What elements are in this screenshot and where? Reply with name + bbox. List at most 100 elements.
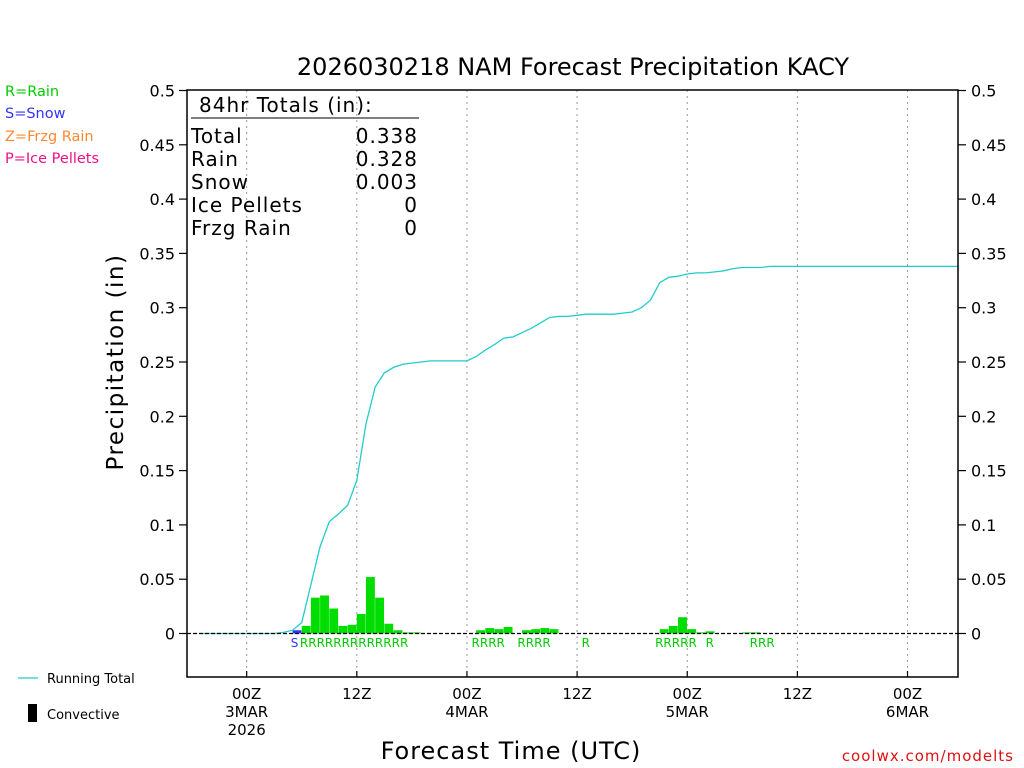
x-tick-label-6-0: 00Z: [893, 685, 922, 703]
precip-bar-3: [320, 595, 329, 634]
type-marker-5: RRRRR: [655, 636, 697, 650]
precip-bar-2: [310, 597, 320, 634]
precip-bar-25: [687, 629, 697, 634]
precip-bar-24: [678, 617, 687, 634]
type-marker-2: RRRR: [472, 636, 505, 650]
y-tick-label-left-7: 0.35: [139, 244, 175, 263]
precip-bar-15: [485, 628, 495, 634]
precip-bar-22: [659, 629, 669, 634]
totals-rows: Total 0.338 Rain 0.328 Snow 0.003 Ice Pellets 0…: [190, 124, 418, 240]
x-tick-label-4-1: 5MAR: [666, 703, 709, 721]
grid-lines: [246, 90, 909, 677]
type-marker-4: R: [582, 636, 590, 650]
y-tick-label-left-6: 0.3: [150, 299, 175, 318]
type-marker-1: RRRRRRRRRRRRR: [300, 636, 408, 650]
legend-frzg-rain: Z=Frzg Rain: [5, 129, 94, 145]
precip-bar-1: [301, 625, 311, 634]
precip-bar-9: [375, 597, 385, 634]
y-tick-label-left-9: 0.45: [139, 136, 175, 155]
y-tick-label-right-10: 0.5: [971, 82, 996, 101]
totals-label-4: Frzg Rain: [191, 216, 292, 240]
x-tick-label-0-2: 2026: [228, 721, 266, 739]
y-tick-label-right-0: 0: [971, 625, 981, 644]
y-tick-label-right-3: 0.15: [971, 462, 1007, 481]
precip-bar-10: [384, 623, 394, 634]
precip-bar-21: [549, 629, 559, 634]
totals-label-2: Snow: [191, 170, 249, 194]
plot-border: [186, 89, 959, 678]
y-tick-label-right-2: 0.1: [971, 516, 996, 535]
totals-value-4: 0: [404, 216, 418, 240]
precip-bar-0: [292, 630, 302, 634]
x-tick-label-6-1: 6MAR: [886, 703, 929, 721]
y-tick-label-left-1: 0.05: [139, 570, 175, 589]
precip-bar-27: [705, 631, 715, 634]
precip-bar-17: [503, 626, 513, 634]
x-tick-label-1-0: 12Z: [342, 685, 371, 703]
totals-value-0: 0.338: [356, 124, 418, 148]
y-axis-ticks: 0 00.05 0.050.1 0.10.15 0.150.2 0.20.25 0.250.…: [139, 82, 1006, 644]
legend-ice-pellets: P=Ice Pellets: [5, 151, 99, 167]
y-tick-label-left-5: 0.25: [139, 353, 175, 372]
y-tick-label-right-1: 0.05: [971, 570, 1007, 589]
precip-bar-14: [476, 630, 486, 634]
precip-bar-4: [329, 608, 339, 634]
precip-bar-11: [393, 630, 403, 634]
convective-legend-swatch: [28, 704, 37, 722]
precip-bar-7: [356, 613, 366, 634]
running-total-series: [200, 265, 958, 635]
x-tick-label-5-0: 12Z: [783, 685, 812, 703]
y-tick-label-right-9: 0.45: [971, 136, 1007, 155]
chart-title: 2026030218 NAM Forecast Precipitation KA…: [297, 53, 850, 81]
y-tick-label-right-4: 0.2: [971, 407, 996, 426]
precip-bar-16: [494, 629, 504, 634]
type-marker-6: R: [706, 636, 714, 650]
x-tick-label-2-1: 4MAR: [445, 703, 488, 721]
running-total-legend-label: Running Total: [47, 672, 135, 687]
y-tick-label-left-10: 0.5: [150, 82, 175, 101]
y-tick-label-right-6: 0.3: [971, 299, 996, 318]
x-tick-label-3-0: 12Z: [562, 685, 591, 703]
convective-legend-label: Convective: [47, 708, 120, 723]
plot-frame: [186, 89, 959, 678]
running-total-line: [200, 265, 958, 635]
legend-snow: S=Snow: [5, 106, 66, 122]
totals-label-3: Ice Pellets: [191, 193, 303, 217]
precip-bar-18: [522, 630, 531, 634]
legend-rain: R=Rain: [5, 84, 59, 100]
x-tick-label-0-0: 00Z: [232, 685, 261, 703]
y-tick-label-left-3: 0.15: [139, 462, 175, 481]
y-tick-label-right-5: 0.25: [971, 353, 1007, 372]
totals-heading: 84hr Totals (in):: [199, 93, 373, 117]
y-tick-label-right-7: 0.35: [971, 244, 1007, 263]
precip-bar-12: [402, 632, 412, 634]
precip-bar-23: [668, 625, 678, 634]
precip-bar-19: [531, 629, 541, 634]
precip-bar-6: [347, 624, 357, 634]
precip-bar-5: [338, 625, 348, 634]
precip-bars: [292, 577, 761, 634]
totals-value-3: 0: [404, 193, 418, 217]
type-marker-3: RRRR: [517, 636, 550, 650]
totals-value-1: 0.328: [356, 147, 418, 171]
y-tick-label-right-8: 0.4: [971, 190, 996, 209]
totals-label-1: Rain: [191, 147, 239, 171]
precip-type-markers: S RRRRRRRRRRRRR RRRR RRRR R RRRRR R RRR: [291, 636, 775, 650]
precip-bar-29: [751, 632, 761, 634]
x-tick-label-4-0: 00Z: [673, 685, 702, 703]
credit-text: coolwx.com/modelts: [842, 747, 1014, 765]
precip-bar-8: [365, 577, 375, 634]
type-marker-0: S: [291, 636, 299, 650]
totals-box: 84hr Totals (in): Total 0.338 Rain 0.328 Sno…: [190, 93, 419, 240]
totals-label-0: Total: [190, 124, 243, 148]
y-axis-label: Precipitation (in): [103, 254, 129, 471]
x-axis-label: Forecast Time (UTC): [381, 737, 642, 765]
totals-value-2: 0.003: [356, 170, 418, 194]
y-tick-label-left-0: 0: [165, 625, 175, 644]
x-tick-label-2-0: 00Z: [452, 685, 481, 703]
y-tick-label-left-2: 0.1: [150, 516, 175, 535]
y-tick-label-left-8: 0.4: [150, 190, 175, 209]
x-tick-label-0-1: 3MAR: [225, 703, 268, 721]
